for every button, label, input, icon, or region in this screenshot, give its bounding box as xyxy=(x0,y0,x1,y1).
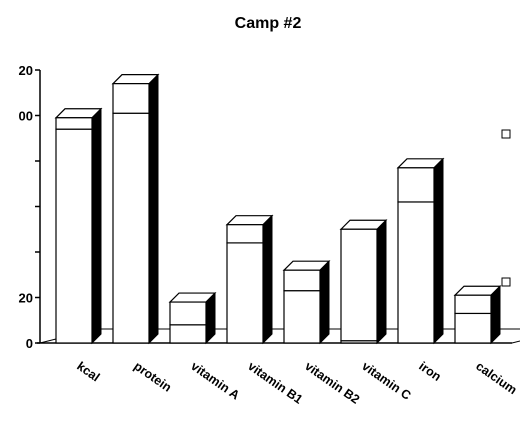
x-tick-label: protein xyxy=(131,359,174,395)
x-tick-label: calcium xyxy=(473,359,519,397)
legend-marker xyxy=(501,277,511,287)
bar-iron xyxy=(396,157,445,345)
y-tick-labels: 0 20 00 20 xyxy=(19,63,33,351)
bar-segment-series-2 xyxy=(340,228,378,342)
legend-marker xyxy=(501,129,511,139)
bar-segment-series-2 xyxy=(226,224,264,244)
bar-segment-series-2 xyxy=(112,83,150,114)
bar-protein xyxy=(111,73,160,345)
bar-segment-series-1 xyxy=(283,290,321,344)
bar-segment-series-1 xyxy=(454,312,492,344)
bar-segment-series-2 xyxy=(454,294,492,315)
bar-vitamin-a xyxy=(168,291,217,345)
bar-side xyxy=(148,73,159,345)
y-tick-label: 20 xyxy=(19,63,33,78)
bar-segment-series-1 xyxy=(112,112,150,344)
bar-segment-series-2 xyxy=(169,301,207,326)
bar-side xyxy=(376,219,387,345)
bar-side xyxy=(319,259,330,345)
bar-segment-series-1 xyxy=(397,201,435,344)
bar-segment-series-1 xyxy=(169,324,207,344)
chart-title: Camp #2 xyxy=(235,15,302,32)
bar-side xyxy=(490,285,501,345)
x-tick-label: iron xyxy=(416,359,443,384)
axes xyxy=(35,69,520,344)
bar-vitamin-b1 xyxy=(225,214,274,345)
y-tick-label: 0 xyxy=(26,336,33,351)
bar-segment-series-2 xyxy=(55,117,93,130)
bar-segment-series-2 xyxy=(283,269,321,292)
floor xyxy=(39,328,520,344)
y-tick-label: 00 xyxy=(19,109,33,124)
x-tick-label: vitamin A xyxy=(188,359,242,402)
bars xyxy=(54,73,502,345)
x-tick-label: vitamin B2 xyxy=(302,359,362,407)
bar-segment-series-1 xyxy=(226,242,264,344)
x-tick-label: vitamin B1 xyxy=(245,359,305,407)
legend xyxy=(501,129,511,287)
y-tick-label: 20 xyxy=(19,291,33,306)
bar-vitamin-c xyxy=(339,219,388,345)
bar-kcal xyxy=(54,107,103,345)
bar-side xyxy=(91,107,102,345)
bar-segment-series-2 xyxy=(397,167,435,203)
x-tick-label: vitamin C xyxy=(359,359,413,403)
bar-side xyxy=(433,157,444,345)
bar-calcium xyxy=(453,285,502,345)
bar-segment-series-1 xyxy=(55,128,93,344)
bar-vitamin-b2 xyxy=(282,259,331,345)
x-tick-label: kcal xyxy=(74,359,102,384)
bar-side xyxy=(262,214,273,345)
